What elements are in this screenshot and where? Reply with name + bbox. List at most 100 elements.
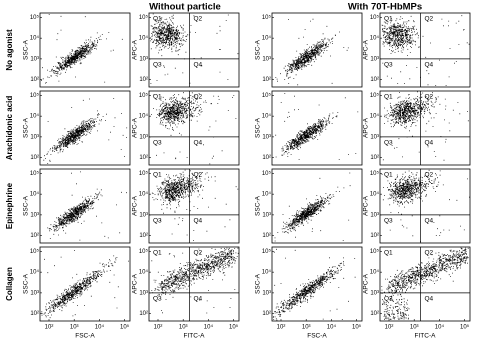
y-tick-label: 10⁵ <box>30 92 40 99</box>
y-tick-label: 10³ <box>30 290 39 296</box>
x-tick-label: 10³ <box>179 325 188 331</box>
y-axis-label: APC-A <box>363 273 370 294</box>
y-tick-label: 10² <box>30 311 39 317</box>
quadrant-label: Q2 <box>425 16 434 23</box>
y-tick-label: 10⁴ <box>30 269 40 276</box>
quadrant-label: Q1 <box>384 172 393 179</box>
row-label: Collagen <box>5 267 14 301</box>
dot-cloud <box>274 172 351 242</box>
y-tick-label: 10³ <box>262 134 271 140</box>
x-tick-label: 10⁵ <box>352 324 362 331</box>
y-tick-label: 10² <box>30 77 39 83</box>
dot-cloud <box>381 15 470 86</box>
dot-cloud <box>381 247 469 320</box>
quadrant-label: Q4 <box>194 218 203 225</box>
panel-frame <box>271 246 363 322</box>
x-tick-label: 10² <box>45 325 54 331</box>
y-tick-label: 10³ <box>370 134 379 140</box>
y-axis-label: SSC-A <box>255 117 262 138</box>
y-tick-label: 10² <box>139 311 148 317</box>
y-tick-label: 10³ <box>262 212 271 218</box>
y-tick-label: 10² <box>370 311 379 317</box>
panel-frame <box>39 90 131 166</box>
quadrant-label: Q2 <box>194 16 203 23</box>
y-axis-label: APC-A <box>363 195 370 216</box>
panel-frame <box>271 90 363 166</box>
dot-cloud <box>150 13 239 84</box>
panel-frame <box>148 168 240 244</box>
y-tick-label: 10⁴ <box>262 269 272 276</box>
y-tick-label: 10³ <box>370 212 379 218</box>
y-tick-label: 10⁴ <box>370 269 380 276</box>
y-tick-label: 10⁵ <box>262 248 272 255</box>
y-tick-label: 10⁵ <box>262 170 272 177</box>
dot-cloud <box>151 92 237 165</box>
y-tick-label: 10³ <box>370 290 379 296</box>
y-axis-label: SSC-A <box>255 273 262 294</box>
x-tick-label: 10³ <box>70 325 79 331</box>
group-header: With 70T-HbMPs <box>348 2 422 13</box>
y-tick-label: 10³ <box>30 212 39 218</box>
y-tick-label: 10⁴ <box>262 113 272 120</box>
y-tick-label: 10⁴ <box>370 35 380 42</box>
y-tick-label: 10⁵ <box>139 92 149 99</box>
y-axis-label: APC-A <box>132 195 139 216</box>
x-tick-label: 10⁴ <box>204 324 214 331</box>
y-tick-label: 10³ <box>139 56 148 62</box>
y-tick-label: 10² <box>262 77 271 83</box>
quadrant-label: Q3 <box>384 296 393 303</box>
panel-frame <box>379 12 471 88</box>
quadrant-label: Q2 <box>194 250 203 257</box>
y-tick-label: 10⁵ <box>370 170 380 177</box>
quadrant-label: Q4 <box>194 296 203 303</box>
y-axis-label: SSC-A <box>23 117 30 138</box>
x-axis-label: FITC-A <box>415 333 437 340</box>
quadrant-label: Q1 <box>384 94 393 101</box>
y-tick-label: 10² <box>370 77 379 83</box>
row-label: Epinephrine <box>5 182 14 229</box>
panel-frame <box>148 90 240 166</box>
quadrant-label: Q4 <box>425 62 434 69</box>
y-tick-label: 10³ <box>370 56 379 62</box>
quadrant-label: Q1 <box>384 16 393 23</box>
dot-cloud <box>275 93 359 160</box>
quadrant-label: Q2 <box>425 172 434 179</box>
y-tick-label: 10² <box>139 233 148 239</box>
y-axis-label: SSC-A <box>255 39 262 60</box>
dot-cloud <box>151 169 239 241</box>
quadrant-label: Q1 <box>153 250 162 257</box>
y-tick-label: 10² <box>262 155 271 161</box>
dot-cloud <box>272 248 356 321</box>
panel-frame <box>148 12 240 88</box>
y-tick-label: 10⁵ <box>370 248 380 255</box>
x-tick-label: 10³ <box>302 325 311 331</box>
y-tick-label: 10³ <box>139 212 148 218</box>
y-axis-label: APC-A <box>132 117 139 138</box>
quadrant-label: Q3 <box>153 140 162 147</box>
x-tick-label: 10² <box>154 325 163 331</box>
y-axis-label: SSC-A <box>23 39 30 60</box>
y-axis-label: APC-A <box>363 117 370 138</box>
y-tick-label: 10² <box>139 155 148 161</box>
y-tick-label: 10³ <box>262 56 271 62</box>
y-tick-label: 10³ <box>139 134 148 140</box>
panel-frame <box>379 90 471 166</box>
x-tick-label: 10⁵ <box>460 324 470 331</box>
dot-cloud <box>381 169 470 242</box>
dot-cloud <box>275 18 349 86</box>
quadrant-label: Q2 <box>194 172 203 179</box>
y-tick-label: 10² <box>262 233 271 239</box>
y-tick-label: 10³ <box>30 134 39 140</box>
quadrant-label: Q2 <box>425 94 434 101</box>
x-tick-label: 10² <box>385 325 394 331</box>
quadrant-label: Q2 <box>194 94 203 101</box>
y-tick-label: 10² <box>30 155 39 161</box>
x-tick-label: 10³ <box>410 325 419 331</box>
y-axis-label: SSC-A <box>255 195 262 216</box>
y-tick-label: 10⁵ <box>30 14 40 21</box>
y-tick-label: 10⁴ <box>30 191 40 198</box>
panel-frame <box>379 246 471 322</box>
panel-frame <box>271 12 363 88</box>
x-tick-label: 10⁵ <box>229 324 239 331</box>
